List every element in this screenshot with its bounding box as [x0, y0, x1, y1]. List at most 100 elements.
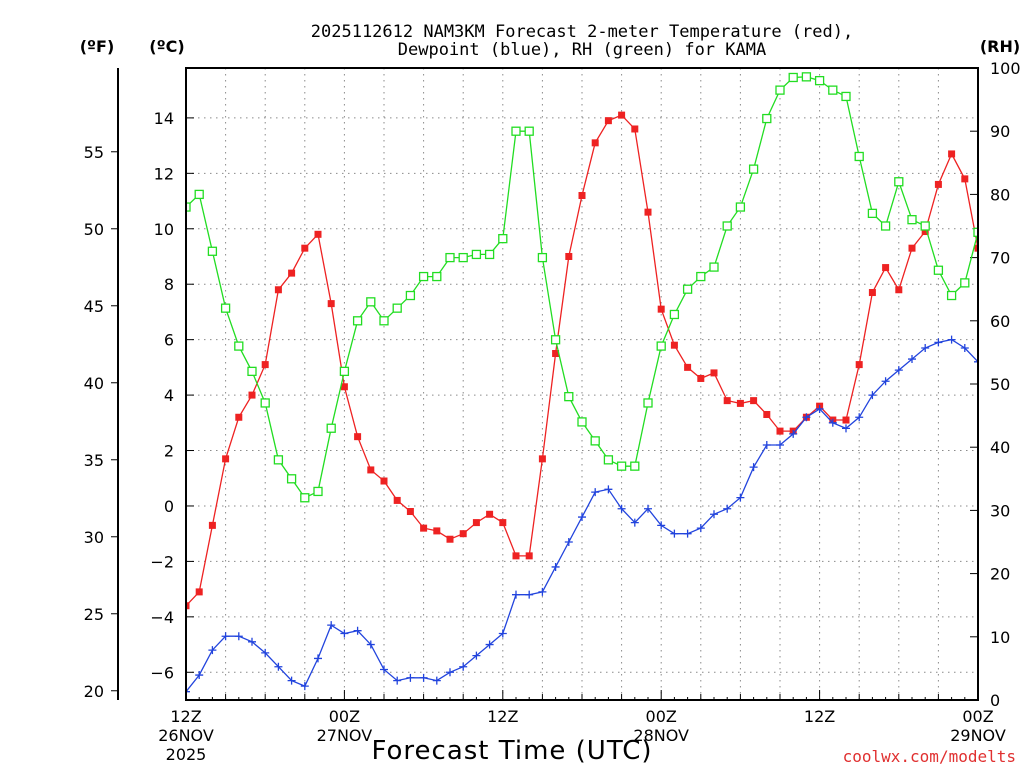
dewpoint-point — [340, 629, 349, 638]
temperature-point — [420, 524, 428, 532]
fahrenheit-tick-label: 45 — [84, 297, 104, 316]
relative-humidity-point — [445, 252, 455, 263]
dewpoint-point — [710, 510, 718, 519]
year-tick-label: 2025 — [166, 745, 207, 764]
temperature-point — [314, 230, 322, 238]
dewpoint-point — [670, 529, 679, 538]
relative-humidity-point — [186, 202, 191, 212]
rh-unit-label: (RH) — [980, 37, 1020, 56]
temperature-point — [855, 361, 863, 369]
temperature-point — [974, 244, 978, 252]
dewpoint-point — [974, 357, 978, 366]
relative-humidity-point — [313, 486, 323, 497]
celsius-tick-label: 8 — [164, 275, 174, 294]
fahrenheit-axis: 20 25 30 35 40 45 50 55 — [84, 143, 118, 701]
temperature-point — [961, 175, 969, 183]
relative-humidity-point — [392, 303, 402, 313]
dewpoint-point — [868, 391, 877, 400]
celsius-tick-label: −6 — [150, 663, 174, 682]
rh-tick-label: 90 — [990, 122, 1010, 141]
temperature-point — [486, 510, 494, 518]
relative-humidity-point — [656, 341, 666, 351]
dewpoint-point — [538, 587, 547, 596]
temperature-point — [340, 383, 348, 391]
temperature-point — [261, 361, 269, 369]
relative-humidity-point — [511, 126, 521, 136]
x-axis-title: Forecast Time (UTC) — [371, 736, 652, 766]
temperature-point — [684, 363, 692, 371]
relative-humidity-point — [669, 309, 680, 320]
temperature-point — [327, 300, 335, 308]
dewpoint-point — [393, 676, 402, 685]
temperature-point — [499, 519, 507, 527]
relative-humidity-point — [247, 366, 257, 377]
dewpoint-point — [186, 687, 190, 696]
dewpoint-point — [564, 538, 573, 546]
relative-humidity-point — [484, 249, 495, 260]
dewpoint-point — [498, 629, 507, 638]
dewpoint-point — [842, 424, 850, 433]
temperature-point — [538, 455, 546, 463]
temperature-point — [868, 289, 876, 297]
temperature-point — [618, 111, 626, 119]
temperature-point — [908, 244, 916, 252]
relative-humidity-point — [418, 271, 429, 282]
temperature-point — [406, 508, 414, 516]
dewpoint-point — [657, 521, 666, 530]
relative-humidity-point — [379, 316, 389, 326]
relative-humidity-point — [471, 249, 482, 260]
temperature-point — [222, 455, 230, 463]
temperature-point — [367, 466, 375, 474]
temperature-point — [208, 521, 216, 529]
date-tick-label: 29NOV — [950, 726, 1006, 745]
fahrenheit-tick-label: 55 — [84, 143, 104, 162]
date-tick-label: 28NOV — [633, 726, 689, 745]
dewpoint-point — [960, 343, 969, 352]
relative-humidity-point — [273, 455, 284, 465]
relative-humidity-point — [564, 391, 574, 402]
temperature-point — [921, 228, 929, 236]
dewpoint-point — [894, 366, 903, 375]
relative-humidity-point — [933, 265, 944, 275]
time-tick-label: 12Z — [804, 707, 835, 726]
relative-humidity-point — [709, 262, 719, 272]
relative-humidity-point — [841, 91, 851, 102]
relative-humidity-point — [537, 252, 548, 263]
temperature-point — [710, 369, 718, 377]
dewpoint-point — [432, 676, 441, 685]
dewpoint-point — [221, 632, 230, 641]
rh-tick-label: 60 — [990, 312, 1010, 331]
relative-humidity-point — [300, 493, 310, 503]
relative-humidity-point — [616, 461, 627, 471]
dewpoint-point — [261, 648, 270, 657]
relative-humidity-point — [352, 316, 363, 326]
relative-humidity-point — [920, 221, 930, 231]
dewpoint-point — [208, 646, 217, 655]
rh-tick-label: 0 — [990, 691, 1000, 710]
dewpoint-point — [459, 662, 468, 671]
celsius-tick-label: 14 — [154, 109, 174, 128]
relative-humidity-point — [326, 423, 336, 433]
relative-humidity-point — [234, 341, 244, 351]
dewpoint-point — [855, 413, 864, 422]
dewpoint-point — [248, 637, 256, 646]
dewpoint-point — [617, 504, 626, 513]
dewpoint-point — [274, 662, 283, 671]
celsius-tick-label: 6 — [164, 331, 174, 350]
relative-humidity-point — [960, 278, 970, 288]
time-tick-label: 00Z — [962, 707, 993, 726]
relative-humidity-point — [801, 72, 812, 82]
dewpoint-point — [908, 355, 916, 364]
time-tick-label: 12Z — [487, 707, 518, 726]
temperature-point — [604, 117, 612, 125]
dewpoint-point — [947, 335, 956, 344]
dewpoint-point — [749, 463, 758, 472]
relative-humidity-point — [775, 85, 785, 95]
celsius-tick-label: 0 — [164, 497, 174, 516]
relative-humidity-point — [814, 75, 825, 86]
celsius-unit-label: (ºC) — [149, 37, 184, 56]
dewpoint-point — [815, 404, 824, 413]
watermark: coolwx.com/modelts — [843, 747, 1016, 766]
dewpoint-point — [762, 440, 771, 449]
